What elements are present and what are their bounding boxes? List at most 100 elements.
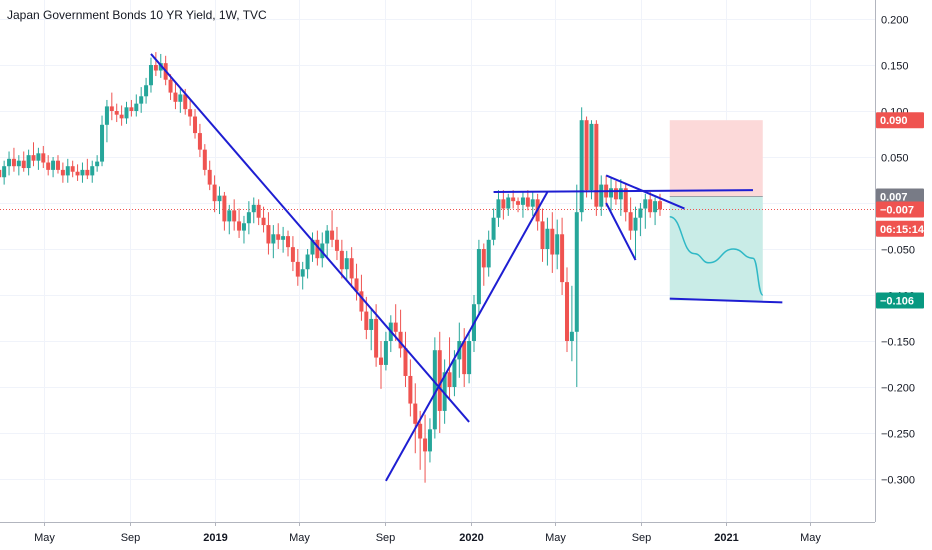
candle-body: [511, 197, 516, 202]
candle: [290, 236, 295, 272]
candle-body: [85, 169, 90, 176]
time-tick-label: May: [545, 532, 566, 544]
candle: [153, 52, 158, 77]
price-badge-box: [876, 201, 924, 218]
candle-body: [305, 254, 310, 270]
trendline[interactable]: [385, 191, 549, 482]
candle: [80, 162, 85, 183]
price-badge-label: 0.007: [880, 192, 908, 204]
candle: [178, 87, 183, 113]
candle: [51, 157, 56, 178]
candle-body: [496, 199, 501, 218]
candle-body: [310, 239, 315, 255]
candle-body: [168, 79, 173, 93]
candle: [354, 263, 359, 301]
candle-body: [349, 258, 354, 279]
candle-body: [2, 166, 7, 178]
candle: [237, 208, 242, 238]
candle-body: [178, 94, 183, 102]
candle: [540, 208, 545, 262]
candle: [579, 107, 584, 222]
trendline[interactable]: [150, 53, 470, 423]
candle-body: [227, 210, 232, 222]
candle-body: [104, 106, 109, 125]
candle-body: [207, 169, 212, 185]
candle: [560, 217, 565, 295]
candle-body: [516, 201, 521, 205]
candle-body: [183, 94, 188, 110]
candle-body: [653, 201, 658, 213]
candle-body: [100, 124, 105, 162]
candle: [496, 190, 501, 227]
candle-body: [16, 160, 21, 167]
candle: [623, 182, 628, 222]
projection-path[interactable]: [669, 216, 764, 296]
time-tick-label: 2021: [714, 532, 738, 544]
candle-body: [26, 155, 31, 169]
candle-body: [344, 258, 349, 270]
candle-body: [432, 350, 437, 430]
position-zones[interactable]: [0, 120, 875, 301]
candle-body: [65, 166, 70, 176]
candle: [648, 191, 653, 218]
candle-body: [334, 239, 339, 251]
candle-body: [452, 359, 457, 387]
candle-body: [569, 331, 574, 341]
trendline[interactable]: [669, 297, 783, 304]
candle: [139, 87, 144, 113]
drawing-tools[interactable]: [150, 53, 783, 482]
candle: [232, 199, 237, 231]
candle-body: [202, 149, 207, 170]
price-tick-label: 0.200: [881, 15, 909, 27]
time-axis[interactable]: May Sep 2019 May Sep 2020 May Sep 2021 May: [34, 522, 821, 544]
candle: [628, 197, 633, 240]
candle: [481, 243, 486, 286]
candle: [530, 191, 535, 216]
candle-body: [364, 311, 369, 330]
time-tick-label: May: [34, 532, 55, 544]
time-tick-label: Sep: [121, 532, 141, 544]
candle: [16, 155, 21, 176]
candle-body: [383, 341, 388, 365]
candle: [124, 101, 129, 124]
candle: [330, 210, 335, 248]
candle: [442, 359, 447, 424]
candle-body: [193, 116, 198, 134]
stop-loss-zone[interactable]: [669, 120, 763, 197]
candle: [2, 160, 7, 185]
candle-body: [188, 109, 193, 117]
candle-body: [584, 120, 589, 191]
candle-body: [153, 65, 158, 71]
candle: [609, 177, 614, 213]
candle: [633, 206, 638, 259]
take-profit-zone[interactable]: [669, 196, 763, 301]
price-badges: 0.090 0.007−0.007 06:15:14 −0.106: [876, 112, 925, 309]
trendline[interactable]: [605, 202, 637, 261]
candle: [251, 197, 256, 224]
candle-body: [599, 184, 604, 207]
candle: [584, 116, 589, 198]
price-badge: 0.090: [876, 112, 924, 129]
candle-body: [628, 212, 633, 231]
candle: [305, 249, 310, 279]
candle: [246, 201, 251, 235]
candle: [295, 249, 300, 286]
candle-body: [545, 228, 550, 249]
candle-body: [623, 188, 628, 213]
price-badge-box: [876, 112, 924, 129]
candle-body: [423, 438, 428, 452]
candle-body: [222, 195, 227, 222]
candle: [383, 331, 388, 371]
trendline[interactable]: [605, 174, 685, 210]
candle-body: [594, 123, 599, 207]
price-badge-label: 0.090: [880, 115, 908, 127]
candle-body: [638, 208, 643, 218]
candle: [193, 109, 198, 139]
candle-body: [109, 106, 114, 111]
candle: [653, 197, 658, 226]
candle: [202, 144, 207, 176]
candle-body: [369, 318, 374, 330]
trendline[interactable]: [493, 189, 753, 193]
candle-body: [486, 239, 491, 268]
